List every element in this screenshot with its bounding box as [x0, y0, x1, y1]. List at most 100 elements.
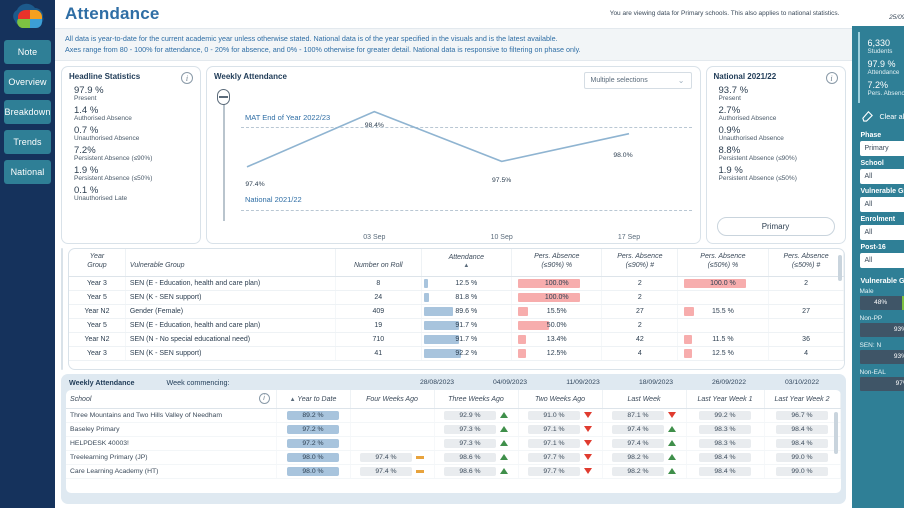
table-scrollbar[interactable]	[838, 255, 843, 281]
kpi-attendance: 97.9 % Attendance	[868, 59, 904, 76]
table-row[interactable]: Three Mountains and Two Hills Valley of …	[66, 408, 841, 423]
column-header[interactable]: Year Group	[69, 249, 126, 277]
table-row[interactable]: Treelearning Primary (JP) 98.0 % 97.4 % 98.…	[66, 450, 841, 465]
info-icon[interactable]: i	[181, 72, 193, 84]
week-date: 11/09/2023	[566, 379, 600, 386]
filter-school[interactable]: All⌄	[859, 168, 904, 184]
stat-label: Unauthorised Absence	[74, 135, 140, 142]
column-header[interactable]: Three Weeks Ago	[434, 390, 519, 409]
stat-value: 7.2%	[74, 145, 96, 156]
cell-pa90-pct: 100.0%	[511, 290, 603, 305]
cell-four-weeks-ago	[350, 422, 435, 437]
cell-pa90-pct: 13.4%	[511, 332, 603, 347]
vulnerable-group-bar[interactable]: Non-PPPP93%	[852, 315, 904, 337]
chevron-down-icon: ⌄	[677, 76, 685, 85]
cell-number-on-roll: 24	[335, 290, 422, 305]
column-header[interactable]: Last Week	[602, 390, 687, 409]
column-header[interactable]: Vulnerable Group	[125, 249, 337, 277]
trend-up-icon	[668, 426, 676, 433]
cell-last-year-week-1: 98.4 %	[686, 450, 765, 465]
cell-last-year-week-2: 99.0 %	[764, 450, 841, 465]
main-content: Attendance You are viewing data for Prim…	[55, 0, 852, 508]
filter-phase[interactable]: Primary⌄	[859, 140, 904, 156]
dashboard-board: Headline Statistics i 97.9 % Present 1.4…	[55, 61, 852, 508]
column-header[interactable]: Four Weeks Ago	[350, 390, 435, 409]
last-refresh-label: Last refresh:	[852, 3, 904, 13]
column-header[interactable]: Pers. Absence (≤50%) #	[768, 249, 845, 277]
cell-vulnerable-group: SEN (E - Education, health and care plan…	[125, 318, 337, 333]
kpi-list: 6,330 Students 97.9 % Attendance 7.2% Pe…	[857, 31, 904, 103]
vulnerable-group-bar[interactable]: Non-EALEAL97%	[852, 369, 904, 391]
filter-enrolment[interactable]: All⌄	[859, 224, 904, 240]
stat-persistent-absence-90: 7.2% Persistent Absence (≤90%)	[62, 145, 200, 162]
group-left-label: SEN: N	[859, 341, 882, 349]
table-row[interactable]: Year N2 Gender (Female) 409 89.6 % 15.5% 27 15…	[69, 304, 845, 319]
stat-value: 8.8%	[718, 145, 741, 156]
table-row[interactable]: Care Learning Academy (HT) 98.0 % 97.4 % 98…	[66, 464, 841, 479]
x-axis-tick: 03 Sep	[363, 234, 386, 241]
table-row[interactable]: Year 3 SEN (E - Education, health and car…	[69, 276, 845, 291]
column-header[interactable]: Pers. Absence (≤90%) %	[511, 249, 603, 277]
cell-last-week: 97.4 %	[602, 436, 687, 451]
column-header[interactable]: Pers. Absence (≤50%) %	[677, 249, 769, 277]
filter-post16[interactable]: All⌄	[859, 252, 904, 268]
kpi-value: 97.9 %	[867, 58, 896, 69]
column-header[interactable]: Two Weeks Ago	[518, 390, 603, 409]
cell-pa50-count: 27	[768, 304, 845, 319]
table-row[interactable]: Year 5 SEN (K - SEN support) 24 81.8 % 100.0…	[69, 290, 845, 305]
stat-label: Unauthorised Absence	[718, 135, 784, 142]
cell-last-year-week-1: 98.3 %	[686, 422, 765, 437]
ref-label-mat: MAT End of Year 2022/23	[245, 113, 331, 122]
last-refresh: Last refresh: 25/09/2023 11:22 AM	[851, 0, 904, 26]
column-header[interactable]: Number on Roll	[335, 249, 422, 277]
trend-down-icon	[584, 454, 592, 461]
column-header[interactable]: Last Year Week 2	[764, 390, 841, 409]
cell-pa50-count: 36	[768, 332, 845, 347]
primary-phase-button[interactable]: Primary	[716, 217, 835, 236]
filter-enrolment-label: Enrolment	[860, 215, 896, 223]
table-row[interactable]: Year 3 SEN (K - SEN support) 41 92.2 % 12.5%…	[69, 346, 845, 361]
sidebar-item-trends[interactable]: Trends	[4, 130, 51, 154]
weekly-attendance-slicer[interactable]: Multiple selections ⌄	[583, 72, 692, 89]
cell-school: HELPDESK 40003!	[66, 436, 277, 451]
clear-all-slicers-button[interactable]: Clear all slicers	[852, 103, 904, 128]
vulnerable-group-bar[interactable]: SEN: NKE93%	[852, 342, 904, 364]
trend-up-icon	[668, 440, 676, 447]
sidebar-item-label: Trends	[13, 137, 42, 147]
cell-last-week: 97.4 %	[602, 422, 687, 437]
vulnerable-group-bar[interactable]: MaleFemale48%52%	[852, 288, 904, 310]
info-icon[interactable]: i	[258, 393, 270, 404]
table-row[interactable]: Year N2 SEN (N - No special educational n…	[69, 332, 845, 347]
cell-number-on-roll: 710	[335, 332, 422, 347]
cell-pa90-count: 42	[601, 332, 679, 347]
column-header[interactable]: Pers. Absence (≤90%) #	[601, 249, 679, 277]
sidebar-item-overview[interactable]: Overview	[4, 70, 51, 94]
info-icon[interactable]: i	[825, 72, 838, 84]
column-header[interactable]: Last Year Week 1	[686, 390, 765, 409]
column-header[interactable]: Attendance ▲	[421, 249, 513, 277]
stat-label: Authorised Absence	[718, 115, 777, 122]
bar-column[interactable]: 97.4% 2022/23	[61, 307, 63, 347]
vulnerable-group-table-card: Year Group Vulnerable Group Number on Roll A…	[68, 248, 846, 370]
kpi-label: Attendance	[867, 68, 900, 76]
group-left-value: 93%	[893, 326, 904, 333]
column-header[interactable]: School i	[66, 390, 277, 409]
table-row[interactable]: Baseley Primary 97.2 % 97.3 % 97.1 % 97.4 % 9…	[66, 422, 841, 437]
cell-year-group: Year N2	[69, 332, 126, 347]
table-row[interactable]: HELPDESK 40003! 97.2 % 97.3 % 97.1 % 97.4 % 9…	[66, 436, 841, 451]
chart-vertical-slider[interactable]	[217, 89, 231, 221]
cell-last-year-week-2: 96.7 %	[764, 408, 841, 423]
slider-handle[interactable]	[217, 89, 230, 105]
trend-up-icon	[500, 454, 508, 461]
column-header[interactable]: ▲ Year to Date	[276, 390, 351, 409]
sidebar-item-national[interactable]: National	[4, 160, 51, 184]
weekly-table-scrollbar[interactable]	[833, 412, 838, 454]
cell-pa50-pct: 12.5 %	[677, 346, 769, 361]
week-commencing-dates: 28/08/2023 04/09/2023 11/09/2023 18/09/2023…	[401, 379, 839, 386]
cell-pa50-pct	[677, 318, 769, 333]
table-row[interactable]: Year 5 SEN (E - Education, health and car…	[69, 318, 845, 333]
stat-label: Persistent Absence (≤90%)	[74, 155, 153, 162]
filter-vulnerable-group[interactable]: All⌄	[859, 196, 904, 212]
sidebar-item-breakdown[interactable]: Breakdown	[4, 100, 51, 124]
sidebar-item-note[interactable]: Note	[4, 40, 51, 64]
